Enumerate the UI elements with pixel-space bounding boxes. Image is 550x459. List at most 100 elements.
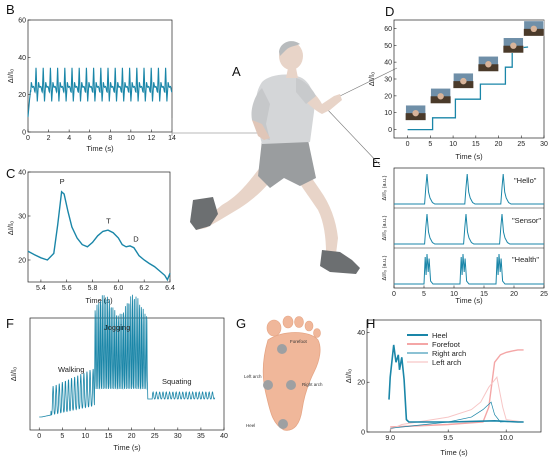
panel-d-inset-photo-face bbox=[412, 109, 419, 117]
panel-e-series-hello bbox=[394, 173, 544, 205]
panel-e-xtick-label: 10 bbox=[450, 291, 458, 298]
panel-d-xtick-label: 5 bbox=[428, 141, 432, 148]
panel-f-xtick-label: 40 bbox=[220, 433, 228, 440]
runner-front-sleeve bbox=[296, 78, 316, 104]
panel-c-xtick-label: 5.6 bbox=[62, 285, 72, 292]
panel-letter-e: E bbox=[372, 155, 381, 170]
panel-c-ytick-label: 20 bbox=[18, 258, 26, 265]
panel-c-xtick-label: 5.8 bbox=[88, 285, 98, 292]
panel-c-xlabel: Time (s) bbox=[85, 296, 113, 305]
sensor-label-forefoot: Forefoot bbox=[290, 339, 308, 344]
panel-b-xtick-label: 6 bbox=[88, 135, 92, 142]
panel-e-label-hello: "Hello" bbox=[514, 176, 537, 185]
panel-f-ylabel: ΔI/I₀ bbox=[9, 367, 18, 381]
panel-d-ytick-label: 0 bbox=[388, 127, 392, 134]
panel-d-xtick-label: 25 bbox=[517, 141, 525, 148]
panel-h-xtick-label: 10.0 bbox=[499, 435, 513, 442]
panel-e-series-sensor bbox=[394, 213, 544, 245]
panel-d-xtick-label: 15 bbox=[472, 141, 480, 148]
sensor-heel bbox=[278, 419, 288, 429]
panel-d-inset-photo-face bbox=[485, 61, 492, 68]
runner-hair bbox=[279, 41, 300, 56]
panel-d-xtick-label: 0 bbox=[406, 141, 410, 148]
panel-c-ylabel: ΔI/I₀ bbox=[6, 221, 15, 235]
panel-f-xtick-label: 0 bbox=[37, 433, 41, 440]
panel-d-ytick-label: 10 bbox=[384, 110, 392, 117]
panel-d-series-line bbox=[407, 46, 529, 131]
panel-f-xtick-label: 35 bbox=[197, 433, 205, 440]
panel-d-xlabel: Time (s) bbox=[455, 152, 483, 161]
panel-d-xtick-label: 30 bbox=[540, 141, 548, 148]
panel-f-xtick-label: 10 bbox=[82, 433, 90, 440]
legend-label-heel: Heel bbox=[432, 331, 448, 340]
legend-label-right-arch: Right arch bbox=[432, 349, 466, 358]
panel-f-xtick-label: 30 bbox=[174, 433, 182, 440]
runner-front-shoe bbox=[320, 250, 360, 274]
panel-h-series-forefoot bbox=[390, 349, 524, 428]
panel-h-chart: 9.0 9.5 10.0 0 20 40 Heel Forefoot Right arch… bbox=[344, 319, 542, 457]
panel-b-xtick-label: 10 bbox=[127, 135, 135, 142]
foot-toe-4 bbox=[304, 320, 314, 332]
panel-e-chart: "Hello" "Sensor" "Health" 0 5 10 15 20 25 Tim… bbox=[382, 167, 548, 305]
panel-d-inset-photo-face bbox=[437, 93, 444, 100]
runner-back-shoe bbox=[190, 197, 218, 230]
panel-e-xtick-label: 15 bbox=[480, 291, 488, 298]
panel-b-xtick-label: 0 bbox=[26, 135, 30, 142]
panel-d-inset-photo-shade bbox=[478, 64, 499, 72]
panel-e-xtick-label: 25 bbox=[540, 291, 548, 298]
panel-letter-d: D bbox=[385, 4, 394, 19]
sensor-label-left-arch: Left arch bbox=[244, 374, 262, 379]
panel-b-xtick-label: 8 bbox=[108, 135, 112, 142]
sensor-right-arch bbox=[286, 380, 296, 390]
panel-h-ytick-label: 40 bbox=[357, 330, 365, 337]
sensor-forefoot bbox=[277, 344, 287, 354]
panel-d-ytick-label: 20 bbox=[384, 93, 392, 100]
panel-h-frame bbox=[366, 319, 542, 433]
panel-h-ytick-label: 20 bbox=[357, 380, 365, 387]
panel-c-annotation-d: D bbox=[133, 235, 139, 244]
sensor-label-heel: Heel bbox=[246, 423, 255, 428]
panel-c-xtick-label: 5.4 bbox=[36, 285, 46, 292]
panel-d-inset-photo-face bbox=[530, 25, 538, 33]
panel-d-ytick-label: 60 bbox=[384, 26, 392, 33]
panel-letter-b: B bbox=[6, 2, 15, 17]
panel-h-xtick-label: 9.5 bbox=[443, 435, 453, 442]
panel-d-ytick-label: 50 bbox=[384, 43, 392, 50]
panel-f-xtick-label: 5 bbox=[60, 433, 64, 440]
panel-h-ylabel: ΔI/I₀ bbox=[344, 369, 353, 383]
runner-back-arm bbox=[252, 120, 270, 140]
panel-f-xlabel: Time (s) bbox=[113, 443, 141, 452]
panel-letter-a: A bbox=[232, 64, 241, 79]
foot-toe-2 bbox=[282, 315, 294, 329]
foot-toe-5 bbox=[313, 328, 321, 338]
panel-f-chart: 0 5 10 15 20 25 30 35 40 Walking Jogging Squatin… bbox=[9, 294, 228, 452]
panel-c-annotation-p: P bbox=[60, 177, 65, 186]
panel-d-ytick-label: 30 bbox=[384, 77, 392, 84]
panel-b-ytick-label: 0 bbox=[22, 130, 26, 137]
panel-d-inset-photo-shade bbox=[523, 28, 544, 36]
panel-e-ylabel-3: ΔI/I₀ (a.u.) bbox=[382, 255, 388, 280]
panel-d-inset-photo-face bbox=[510, 42, 517, 49]
panel-f-annotation-jogging: Jogging bbox=[104, 323, 130, 332]
panel-e-xtick-label: 5 bbox=[422, 291, 426, 298]
panel-b-xtick-label: 4 bbox=[67, 135, 71, 142]
panel-letter-c: C bbox=[6, 166, 15, 181]
panel-c-xtick-label: 6.4 bbox=[165, 285, 175, 292]
panel-c-frame bbox=[27, 171, 171, 283]
panel-h-xlabel: Time (s) bbox=[440, 448, 468, 457]
panel-d-inset-photo-shade bbox=[405, 113, 426, 121]
panel-b-xlabel: Time (s) bbox=[86, 144, 114, 153]
panel-e-xtick-label: 0 bbox=[392, 291, 396, 298]
panel-d-ytick-label: 40 bbox=[384, 60, 392, 67]
connector-line-e bbox=[325, 107, 381, 166]
panel-e-xtick-label: 20 bbox=[510, 291, 518, 298]
panel-b-xtick-label: 2 bbox=[47, 135, 51, 142]
panel-letter-f: F bbox=[6, 316, 14, 331]
runner-illustration bbox=[171, 41, 398, 274]
panel-b-ytick-label: 20 bbox=[18, 92, 26, 99]
runner-neck bbox=[286, 68, 298, 78]
panel-h-series-heel bbox=[388, 344, 524, 423]
panel-d-inset-photo-shade bbox=[503, 45, 524, 53]
